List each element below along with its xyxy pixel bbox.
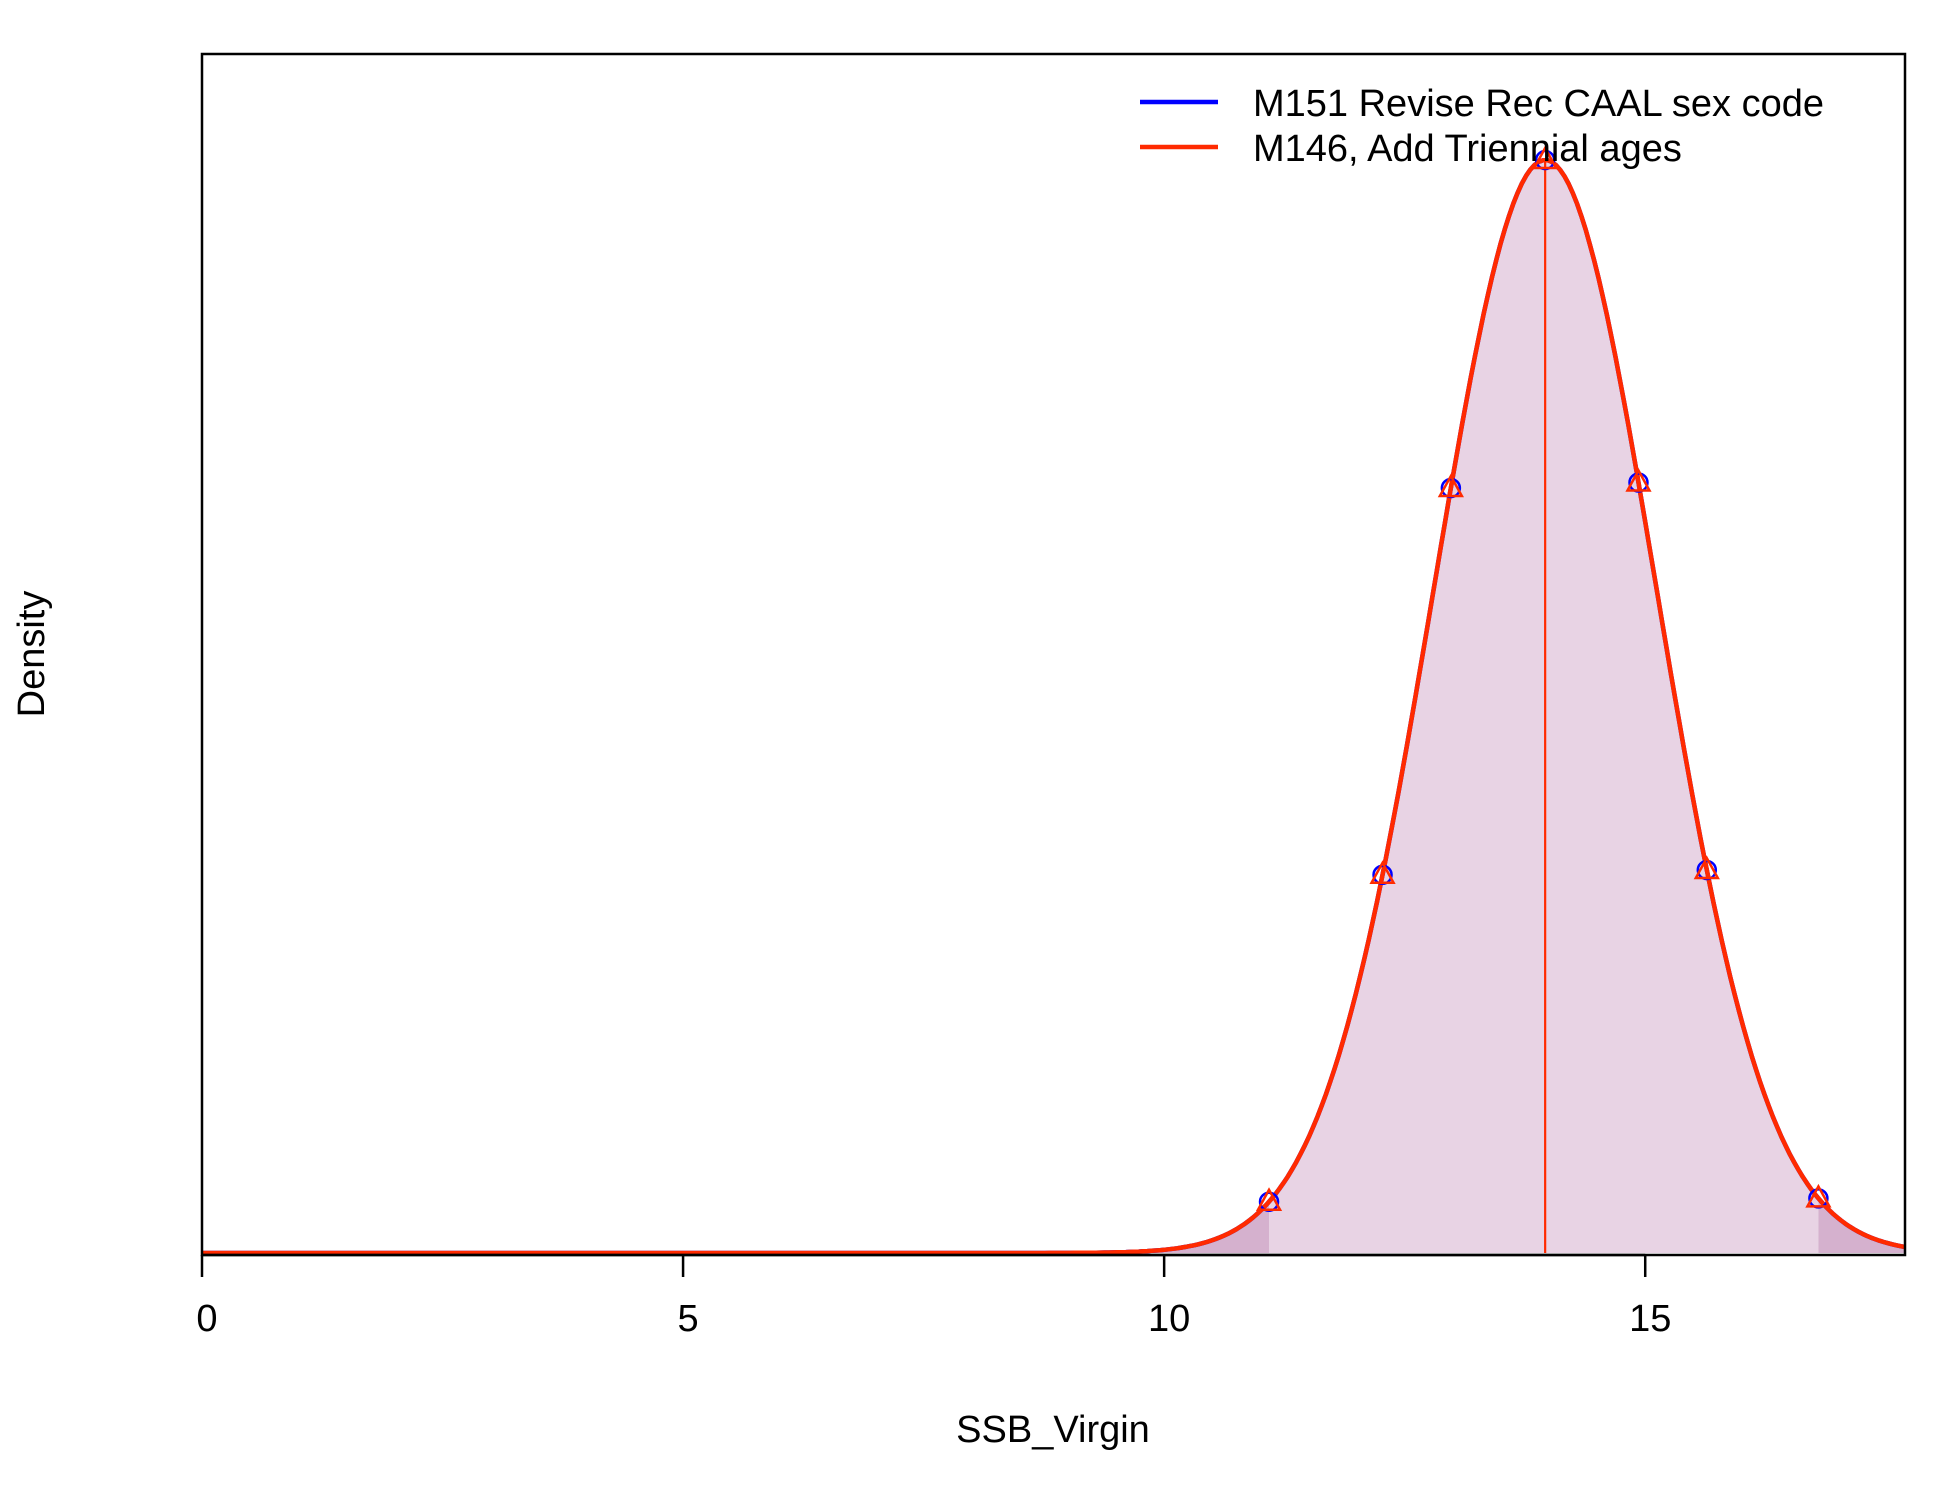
- quantile-marker-triangle: [1369, 860, 1396, 885]
- x-tick-label: 15: [1629, 1298, 1671, 1340]
- density-fill-group: [202, 160, 1905, 1254]
- quantile-marker-triangle: [1625, 467, 1652, 492]
- quantile-marker-triangle: [1693, 855, 1720, 880]
- quantile-marker-group: [1255, 145, 1832, 1213]
- x-axis: 0 5 10 15: [196, 1253, 1671, 1340]
- legend-label-2: M146, Add Triennial ages: [1253, 128, 1682, 170]
- quantile-marker-triangle: [1437, 473, 1464, 498]
- quantile-marker-triangle: [1805, 1183, 1832, 1208]
- quantile-marker-triangle: [1532, 145, 1559, 170]
- x-axis-label: SSB_Virgin: [956, 1409, 1150, 1451]
- y-axis-label: Density: [11, 591, 53, 718]
- left-tail-fill: [202, 1201, 1269, 1253]
- central-interval-fill: [1269, 160, 1819, 1254]
- x-tick-label: 10: [1148, 1298, 1190, 1340]
- density-curve-group: [202, 157, 1906, 1256]
- legend-label-1: M151 Revise Rec CAAL sex code: [1253, 83, 1824, 125]
- x-tick-label: 0: [196, 1298, 217, 1340]
- quantile-marker-triangle: [1255, 1187, 1283, 1212]
- right-tail-fill: [1818, 1198, 1905, 1253]
- density-curve-2: [202, 157, 1906, 1256]
- x-tick-label: 5: [678, 1298, 699, 1340]
